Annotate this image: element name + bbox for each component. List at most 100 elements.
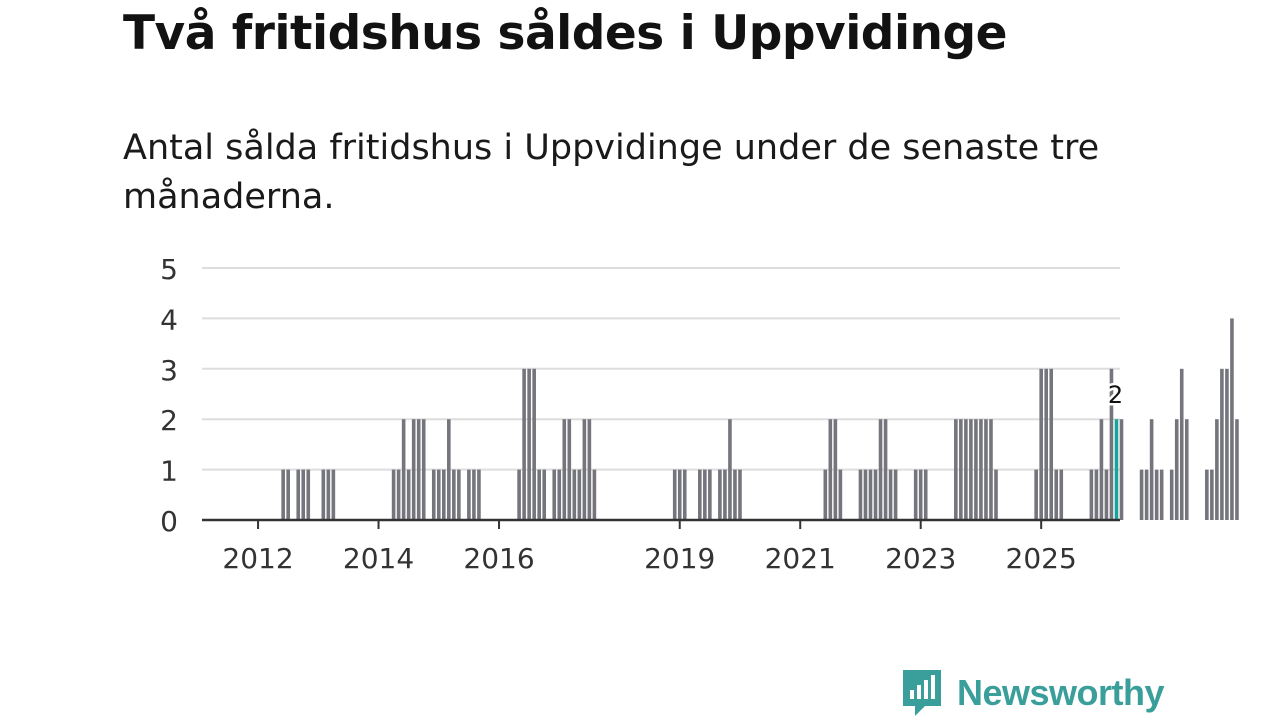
bar <box>738 469 742 520</box>
newsworthy-logo: Newsworthy <box>901 668 1165 718</box>
chart-title: Två fritidshus såldes i Uppvidinge <box>123 6 1008 61</box>
bar <box>1094 469 1099 520</box>
bar-chart: 0 1 2 3 4 5 2012 2014 2016 2019 2021 2023 2025 2 <box>160 253 1239 575</box>
bar <box>828 419 833 520</box>
axes: 0 1 2 3 4 5 2012 2014 2016 2019 2021 2023 2025 <box>160 253 1120 575</box>
bar <box>1044 368 1048 520</box>
bar <box>1159 469 1164 520</box>
bar <box>447 419 451 520</box>
y-tick-label: 1 <box>160 455 178 488</box>
bar <box>979 419 983 520</box>
bar <box>954 419 958 520</box>
bar <box>833 419 838 520</box>
bar <box>1039 368 1043 520</box>
bar <box>1049 368 1054 520</box>
bar <box>401 419 406 520</box>
bar <box>391 469 396 520</box>
newsworthy-chat-icon <box>903 670 941 716</box>
x-tick-label: 2021 <box>765 542 836 575</box>
bar <box>723 469 727 520</box>
bar <box>592 469 597 520</box>
bar <box>527 368 531 520</box>
bar <box>677 469 682 520</box>
bar <box>733 469 737 520</box>
bar <box>1034 469 1038 520</box>
bar <box>878 419 883 520</box>
bar <box>467 469 471 520</box>
bar <box>728 419 732 520</box>
y-tick-label: 0 <box>160 505 178 538</box>
bar <box>994 469 998 520</box>
bar <box>682 469 687 520</box>
y-tick-label: 4 <box>160 303 178 336</box>
chart-subtitle: Antal sålda fritidshus i Uppvidinge unde… <box>123 128 1100 217</box>
bar <box>321 469 326 520</box>
bar <box>537 469 541 520</box>
bar <box>296 469 301 520</box>
bar <box>281 469 285 520</box>
bar <box>1104 469 1109 520</box>
bar <box>718 469 722 520</box>
y-tick-label: 3 <box>160 354 178 387</box>
bar <box>1179 368 1184 520</box>
bar <box>913 469 918 520</box>
bar <box>457 469 461 520</box>
bar <box>1054 469 1059 520</box>
bar <box>542 469 546 520</box>
bar <box>557 469 562 520</box>
bar <box>416 419 421 520</box>
bar <box>1089 469 1094 520</box>
bar <box>552 469 557 520</box>
bar <box>698 469 702 520</box>
bar <box>984 419 988 520</box>
y-tick-label: 5 <box>160 253 178 286</box>
bar <box>672 469 677 520</box>
bar <box>331 469 336 520</box>
bar <box>477 469 481 520</box>
bar <box>1215 419 1219 520</box>
bar <box>582 419 587 520</box>
bar <box>436 469 441 520</box>
bar <box>708 469 712 520</box>
bar <box>1235 419 1239 520</box>
bar <box>562 419 567 520</box>
bar <box>703 469 707 520</box>
bar <box>522 368 526 520</box>
bar <box>421 419 426 520</box>
highlight-value-label: 2 <box>1108 381 1123 409</box>
bar <box>1149 419 1154 520</box>
annotations: 2 <box>1105 379 1125 412</box>
bar <box>406 469 411 520</box>
bar <box>974 419 978 520</box>
bar <box>923 469 928 520</box>
bar <box>567 419 572 520</box>
bar <box>1230 318 1234 520</box>
bar <box>1174 419 1179 520</box>
bar <box>286 469 290 520</box>
bar <box>969 419 973 520</box>
bar <box>572 469 577 520</box>
bar <box>1144 469 1149 520</box>
y-tick-label: 2 <box>160 404 178 437</box>
bar <box>1225 368 1229 520</box>
bar <box>888 469 893 520</box>
bar <box>452 469 456 520</box>
bar <box>587 419 592 520</box>
bar <box>858 469 863 520</box>
bar <box>1154 469 1159 520</box>
bar <box>1220 368 1224 520</box>
x-tick-label: 2023 <box>885 542 956 575</box>
bar <box>1184 419 1189 520</box>
bar <box>1099 419 1104 520</box>
brand-name: Newsworthy <box>957 672 1165 713</box>
bar <box>883 419 888 520</box>
bar <box>838 469 843 520</box>
x-tick-label: 2025 <box>1006 542 1077 575</box>
bar <box>306 469 311 520</box>
bar <box>326 469 331 520</box>
bar <box>863 469 868 520</box>
bar <box>1205 469 1209 520</box>
bar <box>893 469 898 520</box>
x-tick-label: 2012 <box>222 542 293 575</box>
bars <box>281 318 1239 520</box>
